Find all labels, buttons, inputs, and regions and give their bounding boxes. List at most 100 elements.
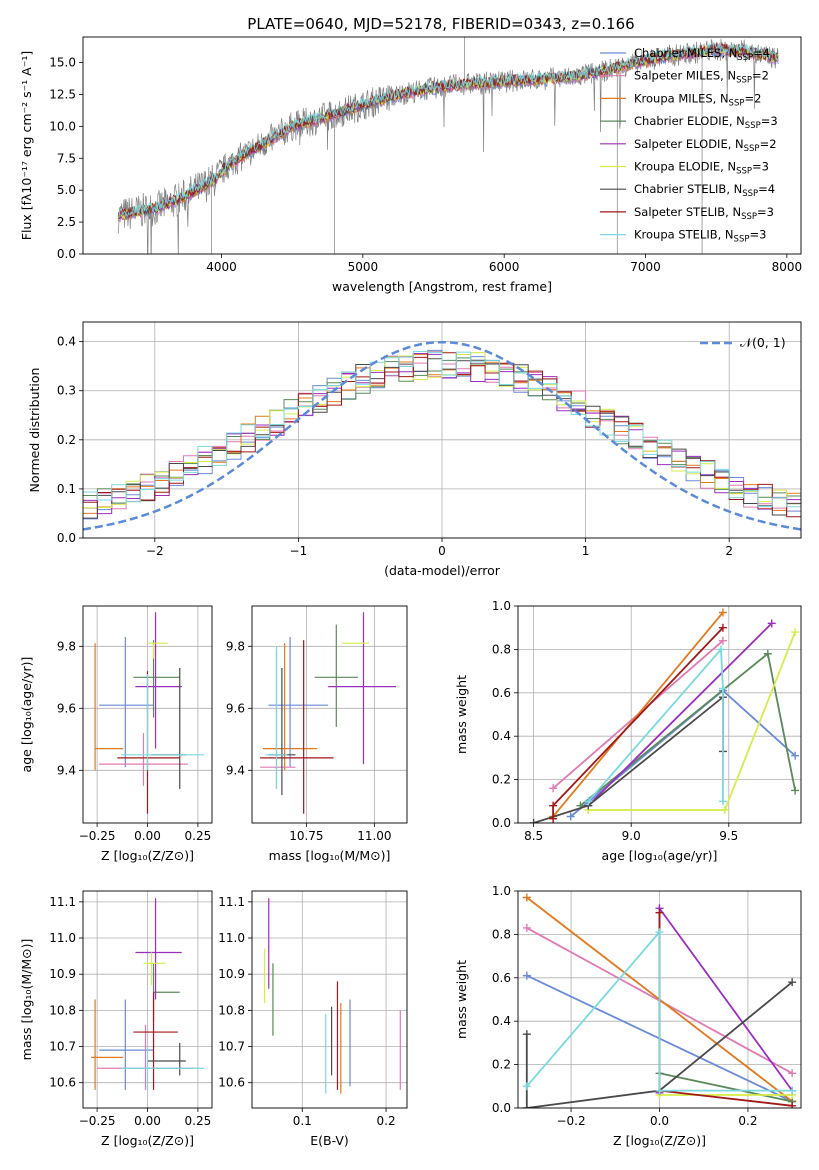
x-tick-label: 1 bbox=[582, 544, 590, 558]
histogram-kroupa-elodie bbox=[83, 352, 801, 509]
y-tick-label: 0.2 bbox=[492, 1058, 511, 1072]
weight-marker bbox=[791, 628, 800, 637]
y-tick-label: 11.0 bbox=[49, 931, 76, 945]
x-tick-label: −0.25 bbox=[79, 829, 116, 843]
legend-label: Chabrier ELODIE, NSSP=3 bbox=[634, 114, 778, 131]
legend-label: Chabrier MILES, NSSP=4 bbox=[634, 46, 770, 63]
legend-label: 𝒩(0, 1) bbox=[740, 335, 786, 350]
y-tick-label: 9.4 bbox=[57, 763, 76, 777]
weight-marker bbox=[655, 908, 664, 917]
axes-spectrum: 4000 5000 6000 7000 8000 0.0 2.5 5.0 7.5 10.0 12.5… bbox=[19, 36, 803, 294]
weight-marker bbox=[549, 801, 558, 810]
y-tick-label: 0.0 bbox=[492, 816, 511, 830]
weight-line-salpeter-elodie bbox=[658, 905, 793, 1093]
axes-age_vs_mass: 10.75 11.00 9.4 9.6 9.8 mass [log₁₀(M/M⊙)] bbox=[226, 605, 408, 863]
y-tick-label: 11.0 bbox=[218, 931, 245, 945]
x-axis-label: mass [log₁₀(M/M⊙)] bbox=[269, 848, 391, 863]
x-tick-label: 0 bbox=[438, 544, 446, 558]
weight-line-chabrier-stelib bbox=[533, 695, 724, 823]
x-axis-label: E(B-V) bbox=[310, 1133, 349, 1148]
weight-marker bbox=[720, 805, 729, 814]
weight-marker bbox=[716, 645, 725, 654]
axes-frame bbox=[251, 890, 408, 1109]
plot-area bbox=[518, 891, 801, 1108]
y-axis-label: mass weight bbox=[454, 675, 469, 754]
axes-weight_vs_Z: −0.2 0.0 0.2 0.0 0.2 0.4 0.6 0.8 1.0 Z [log₁₀(Z/Z… bbox=[454, 884, 802, 1148]
y-tick-label: 0.0 bbox=[57, 531, 76, 545]
y-tick-label: 9.6 bbox=[226, 701, 245, 715]
weight-marker bbox=[718, 636, 727, 645]
x-tick-label: 2 bbox=[725, 544, 733, 558]
weight-line-salpeter-elodie bbox=[587, 622, 773, 807]
model-line-kroupa-stelib bbox=[118, 42, 779, 218]
y-tick-label: 5.0 bbox=[57, 183, 76, 197]
weight-marker bbox=[791, 751, 800, 760]
y-tick-label: 1.0 bbox=[492, 599, 511, 613]
legend-label: Chabrier STELIB, NSSP=4 bbox=[634, 182, 775, 199]
y-tick-label: 9.8 bbox=[226, 639, 245, 653]
plot-area bbox=[252, 606, 407, 823]
y-tick-label: 0.8 bbox=[492, 927, 511, 941]
weight-marker bbox=[788, 978, 797, 987]
spectrum-legend: Chabrier MILES, NSSP=4 Salpeter MILES, NS… bbox=[600, 46, 778, 245]
x-tick-label: 0.0 bbox=[650, 1114, 669, 1128]
weight-marker bbox=[549, 784, 558, 793]
y-tick-label: 10.6 bbox=[49, 1076, 76, 1090]
weight-marker bbox=[549, 814, 558, 823]
x-tick-label: 0.25 bbox=[185, 1114, 212, 1128]
y-axis-label: Normed distribution bbox=[27, 368, 42, 493]
y-tick-label: 0.4 bbox=[492, 729, 511, 743]
weight-marker bbox=[767, 619, 776, 628]
legend-label: Kroupa ELODIE, NSSP=3 bbox=[634, 160, 769, 177]
plot-area bbox=[83, 606, 212, 823]
weight-line-kroupa-stelib bbox=[526, 929, 793, 1092]
weight-marker bbox=[566, 812, 575, 821]
weight-marker bbox=[529, 819, 538, 823]
y-tick-label: 0.4 bbox=[492, 1014, 511, 1028]
weight-marker bbox=[522, 923, 531, 932]
y-tick-label: 0.1 bbox=[57, 482, 76, 496]
weight-marker bbox=[788, 1086, 797, 1095]
plot-area bbox=[252, 891, 407, 1108]
weight-line-chabrier-elodie bbox=[659, 1072, 793, 1103]
y-tick-label: 7.5 bbox=[57, 151, 76, 165]
y-tick-label: 0.4 bbox=[57, 335, 76, 349]
weight-marker bbox=[522, 1104, 531, 1108]
y-axis-label: mass [log₁₀(M/M⊙)] bbox=[19, 939, 34, 1061]
x-tick-label: 5000 bbox=[348, 260, 379, 274]
histogram-kroupa-stelib bbox=[83, 351, 801, 508]
axes-frame bbox=[82, 605, 213, 824]
y-tick-label: 15.0 bbox=[49, 56, 76, 70]
y-tick-label: 10.7 bbox=[218, 1040, 245, 1054]
y-tick-label: 11.1 bbox=[49, 895, 76, 909]
weight-marker bbox=[791, 786, 800, 795]
weight-line-kroupa-stelib bbox=[587, 647, 724, 802]
plot-area bbox=[83, 891, 212, 1108]
x-tick-label: 10.75 bbox=[289, 829, 323, 843]
plot-area bbox=[518, 606, 801, 823]
normal-curve bbox=[83, 340, 801, 531]
y-axis-label: Flux [fλ10⁻¹⁷ erg cm⁻² s⁻¹ A⁻¹] bbox=[19, 51, 34, 240]
y-axis-label: mass weight bbox=[454, 960, 469, 1039]
axes-mass_vs_Z: −0.25 0.00 0.25 10.6 10.7 10.8 10.9 11.0 11.1 Z [… bbox=[19, 890, 213, 1148]
plot-area bbox=[117, 37, 779, 254]
weight-marker bbox=[718, 797, 727, 806]
weight-marker bbox=[718, 623, 727, 632]
y-tick-label: 10.6 bbox=[218, 1076, 245, 1090]
weight-marker bbox=[522, 971, 531, 980]
y-tick-label: 10.8 bbox=[218, 1003, 245, 1017]
x-tick-label: 6000 bbox=[489, 260, 520, 274]
y-tick-label: 9.4 bbox=[226, 763, 245, 777]
y-tick-label: 0.3 bbox=[57, 384, 76, 398]
x-axis-label: (data-model)/error bbox=[384, 563, 501, 578]
y-tick-label: 0.6 bbox=[492, 686, 511, 700]
legend-label: Salpeter MILES, NSSP=2 bbox=[634, 69, 769, 86]
x-tick-label: 4000 bbox=[206, 260, 237, 274]
x-tick-label: 8000 bbox=[772, 260, 803, 274]
weight-marker bbox=[718, 684, 727, 693]
figure-title: PLATE=0640, MJD=52178, FIBERID=0343, z=0… bbox=[247, 15, 634, 33]
weight-marker bbox=[763, 649, 772, 658]
weight-marker bbox=[655, 928, 664, 937]
legend-label: Salpeter STELIB, NSSP=3 bbox=[634, 205, 774, 222]
